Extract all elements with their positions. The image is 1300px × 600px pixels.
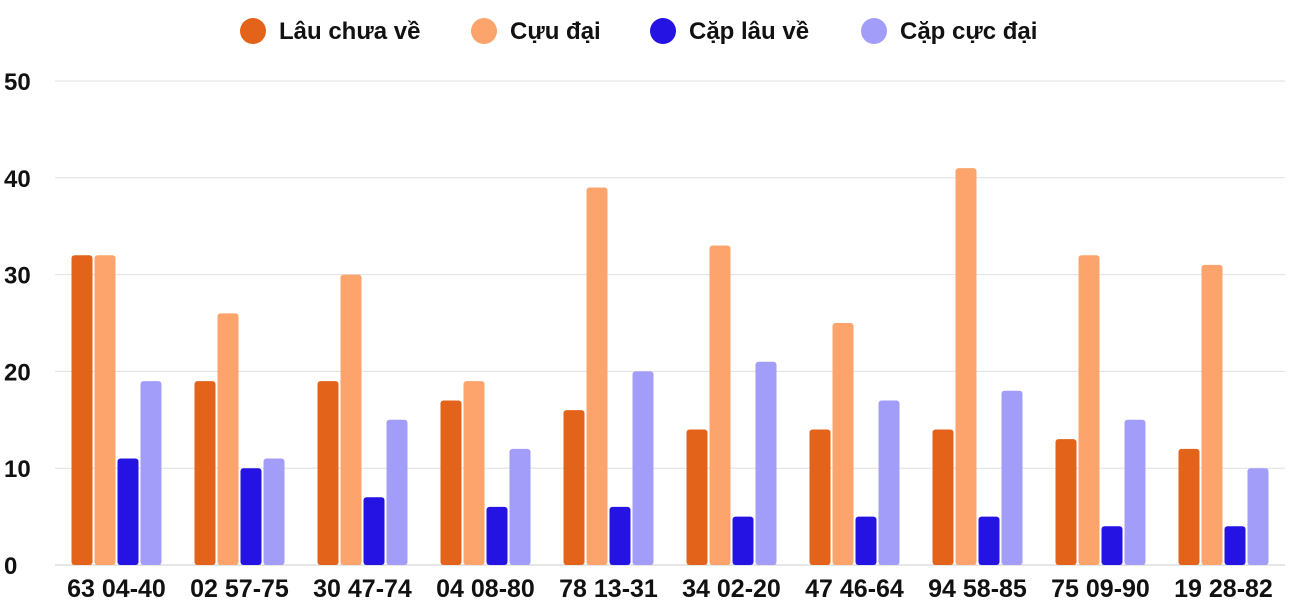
legend-label: Cựu đại — [510, 18, 601, 45]
bar — [1178, 448, 1200, 565]
x-tick-label: 19 28-82 — [1174, 575, 1273, 600]
x-tick-label: 02 57-75 — [190, 575, 289, 600]
bar — [263, 458, 285, 565]
legend-marker — [650, 18, 676, 44]
legend-label: Lâu chưa về — [279, 18, 420, 45]
bar — [386, 419, 408, 565]
x-axis-labels: 63 04-40 02 57-75 30 47-74 04 08-80 78 13-31… — [67, 575, 1273, 600]
x-tick-label: 75 09-90 — [1051, 575, 1150, 600]
bar — [1201, 264, 1223, 565]
x-tick-label: 94 58-85 — [928, 575, 1027, 600]
bar — [1101, 526, 1123, 565]
x-tick-label: 34 02-20 — [682, 575, 781, 600]
bar — [217, 313, 239, 565]
legend-label: Cặp lâu về — [689, 18, 809, 45]
legend-label: Cặp cực đại — [900, 18, 1037, 45]
bar — [463, 381, 485, 565]
bar — [1001, 390, 1023, 565]
bar — [832, 323, 854, 565]
y-tick-label: 20 — [4, 359, 31, 386]
bar — [755, 361, 777, 565]
bar — [1055, 439, 1077, 565]
bar — [563, 410, 585, 565]
bar — [709, 245, 731, 565]
bar — [586, 187, 608, 566]
bar — [632, 371, 654, 565]
y-tick-label: 50 — [4, 69, 31, 96]
bar — [340, 274, 362, 565]
bar — [509, 448, 531, 565]
x-tick-label: 63 04-40 — [67, 575, 166, 600]
bar — [140, 381, 162, 565]
y-axis-ticks: 0 10 20 30 40 50 — [4, 69, 31, 580]
bar — [686, 429, 708, 565]
bar — [194, 381, 216, 565]
bar — [878, 400, 900, 565]
bar — [932, 429, 954, 565]
bar — [363, 497, 385, 565]
legend: Lâu chưa về Cựu đại Cặp lâu về Cặp cực đại — [240, 18, 1037, 45]
bar — [978, 516, 1000, 565]
bar — [955, 168, 977, 565]
bar — [117, 458, 139, 565]
bar — [317, 381, 339, 565]
x-tick-label: 78 13-31 — [559, 575, 658, 600]
x-tick-label: 04 08-80 — [436, 575, 535, 600]
y-tick-label: 10 — [4, 456, 31, 483]
x-tick-label: 47 46-64 — [805, 575, 904, 600]
bar — [1247, 468, 1269, 565]
y-tick-label: 0 — [4, 553, 17, 580]
legend-marker — [471, 18, 497, 44]
bar — [1078, 255, 1100, 566]
bar — [486, 506, 508, 565]
bar — [71, 255, 93, 566]
bar — [240, 468, 262, 565]
bar — [440, 400, 462, 565]
bar — [94, 255, 116, 566]
y-tick-label: 30 — [4, 263, 31, 290]
bars — [71, 168, 1269, 566]
y-tick-label: 40 — [4, 166, 31, 193]
legend-marker — [861, 18, 887, 44]
bar — [1124, 419, 1146, 565]
bar — [609, 506, 631, 565]
gridlines — [55, 80, 1285, 566]
legend-marker — [240, 18, 266, 44]
x-tick-label: 30 47-74 — [313, 575, 412, 600]
bar — [855, 516, 877, 565]
bar — [809, 429, 831, 565]
bar — [732, 516, 754, 565]
bar — [1224, 526, 1246, 565]
